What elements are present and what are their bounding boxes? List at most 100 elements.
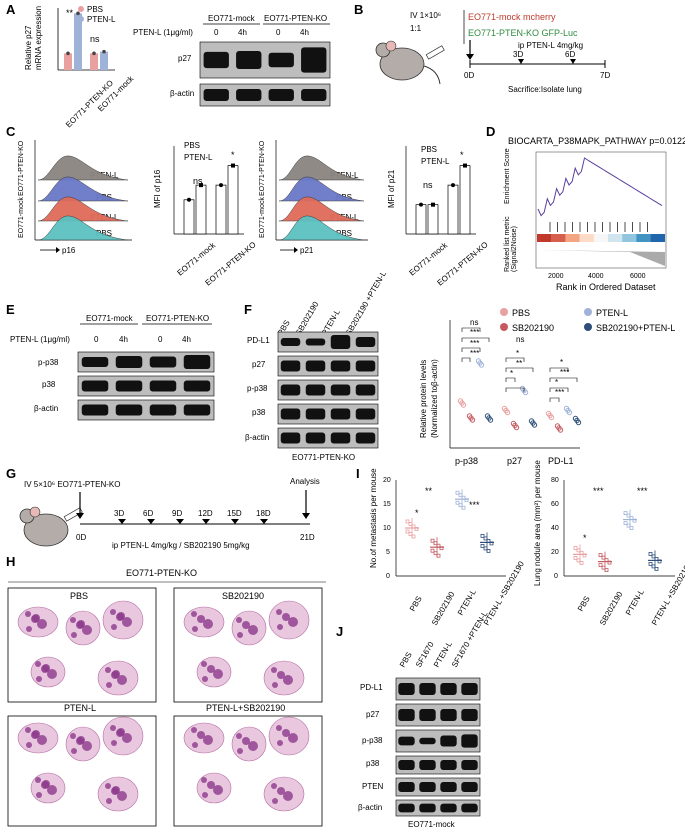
f-legend-pbs: PBS (512, 308, 530, 318)
i-point (411, 524, 416, 529)
j-lane-1: PBS (398, 651, 414, 669)
i-point (430, 548, 435, 553)
c-histogram-curve (278, 176, 365, 202)
h-metastasis-nodule (32, 730, 40, 738)
h-metastasis-nodule (70, 617, 76, 623)
f-point (460, 402, 467, 408)
h-metastasis-nodule (71, 632, 77, 638)
j-row-actin: β-actin (358, 803, 382, 812)
i-point (573, 546, 578, 550)
f-strip-4 (277, 403, 379, 425)
g-day-12: 12D (198, 509, 213, 518)
i2-cat-3: PTEN-L (624, 587, 646, 617)
b-ip: ip PTEN-L 4mg/kg (518, 41, 583, 50)
i1-cat-4: PTEN-L +SB202190 (482, 559, 526, 627)
f-band (330, 335, 351, 349)
j-band (440, 760, 457, 770)
h-metastasis-nodule (112, 670, 120, 678)
c-bar2-legend-pbs: PBS (421, 145, 437, 154)
f-point (548, 414, 555, 421)
b-iv: IV 1×10⁶ (410, 11, 441, 20)
i-point (480, 534, 485, 538)
j-strip-6 (395, 799, 481, 817)
panel-g-schematic: IV 5×10⁶ EO771-PTEN-KO Analysis 0D 3D 6D… (19, 477, 320, 550)
i-point (408, 532, 413, 536)
f-sig-bracket (505, 357, 525, 362)
e-time-1: 0 (94, 335, 99, 344)
a-sig-2: ns (90, 34, 100, 44)
f-sig-label: *** (560, 368, 569, 377)
i-point (598, 553, 603, 557)
c-hist1-group-bot: EO771-mock (18, 197, 25, 238)
i-point (579, 561, 584, 565)
b-day-7: 7D (600, 71, 610, 80)
d-xtick-2: 4000 (588, 273, 604, 280)
i2-ytick-4: 80 (551, 477, 559, 484)
c-hist1-group-top: EO771-PTEN-KO (18, 140, 25, 196)
f-sig-bracket (461, 337, 490, 342)
c-bar1-ylabel: MFI of p16 (153, 169, 162, 208)
f-cat-3: PD-L1 (548, 456, 574, 466)
h-metastasis-nodule (117, 675, 127, 685)
panel-h-histology: EO771-PTEN-KO PBS SB202190 PTEN-L PTEN-L… (7, 568, 326, 827)
f-band (330, 432, 351, 444)
i-point (632, 518, 637, 523)
h-metastasis-nodule (35, 777, 41, 783)
b-ko-label: EO771-PTEN-KO GFP-Luc (468, 28, 578, 38)
d-rank-color (551, 234, 566, 242)
h-metastasis-nodule (77, 736, 85, 744)
h-metastasis-nodule (105, 783, 111, 789)
h-metastasis-nodule (248, 741, 258, 751)
j-strip-1 (395, 677, 481, 701)
h-metastasis-nodule (192, 626, 198, 632)
i-point (629, 516, 634, 520)
h-metastasis-nodule (191, 727, 197, 733)
b-mock-label: EO771-mock mcherry (468, 12, 556, 22)
i-point (436, 553, 441, 558)
h-metastasis-nodule (282, 729, 290, 737)
f-sig-bracket (505, 377, 516, 382)
h-metastasis-nodule (192, 742, 198, 748)
d-xtick-1: 2000 (548, 273, 564, 280)
i-point (483, 546, 488, 551)
f-strip-3 (277, 379, 379, 401)
j-band (398, 760, 415, 770)
f-point (504, 409, 511, 416)
d-xtick-3: 6000 (630, 273, 646, 280)
i-point (458, 503, 463, 508)
i-point (604, 558, 609, 562)
f-row-actin: β-actin (245, 433, 269, 442)
c-hist2-label-4: PBS (336, 229, 352, 238)
a-time-2: 4h (238, 28, 247, 37)
e-time-2: 4h (119, 335, 128, 344)
h-metastasis-nodule (36, 792, 42, 798)
e-row-p38: p38 (42, 380, 56, 389)
e-time-4: 4h (182, 335, 191, 344)
c-point (431, 202, 435, 207)
i-point (489, 541, 494, 546)
a-ylabel-2: mRNA expression (34, 6, 43, 70)
g-injection-arrow (202, 519, 210, 524)
mouse-icon (375, 40, 441, 85)
a-blot-header-1: EO771-mock (208, 14, 256, 23)
b-sacrifice: Sacrifice:Isolate lung (508, 85, 582, 94)
c-bar1-legend-pbs: PBS (184, 141, 200, 150)
panel-letter-f: F (244, 302, 252, 317)
f-row-p38: p38 (252, 408, 266, 417)
a-band (236, 88, 262, 102)
d-rank-metric (537, 246, 665, 266)
j-band (440, 803, 457, 813)
f-point (566, 409, 573, 416)
a-point (92, 51, 96, 56)
h-metastasis-nodule (110, 725, 116, 731)
a-point (102, 49, 106, 54)
h-metastasis-nodule (197, 731, 205, 739)
h-label-ptenl: PTEN-L (64, 703, 96, 713)
i1-cat-2: SB202190 (430, 590, 457, 627)
j-band (419, 737, 436, 745)
a-legend-pbs: PBS (87, 5, 103, 14)
panel-c-histogram-p16: EO771-PTEN-KO EO771-mock PTEN-L PBS PTEN… (18, 140, 132, 255)
panel-letter-j: J (336, 624, 343, 639)
i1-ytick-4: 20 (383, 477, 391, 484)
i-point (461, 505, 466, 510)
